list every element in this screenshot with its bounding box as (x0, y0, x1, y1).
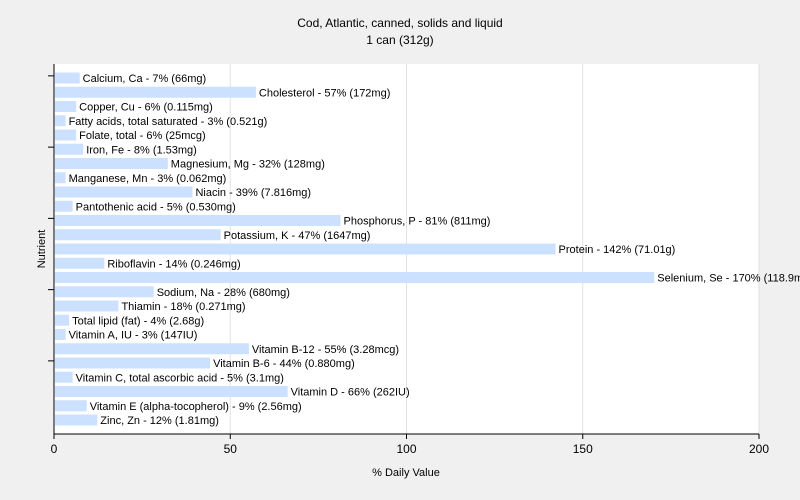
bar (55, 314, 70, 326)
bar-label: Vitamin B-6 - 44% (0.880mg) (213, 358, 355, 370)
bar (55, 371, 73, 383)
bar (55, 272, 655, 283)
bar-label: Vitamin D - 66% (262IU) (291, 387, 410, 399)
bar (55, 115, 66, 127)
axes (48, 64, 760, 439)
bar (55, 229, 221, 241)
bar-label: Iron, Fe - 8% (1.53mg) (86, 144, 197, 156)
bar (55, 414, 98, 426)
bar-label: Manganese, Mn - 3% (0.062mg) (69, 173, 227, 185)
bar (55, 172, 66, 184)
x-tick-label: 100 (396, 442, 416, 456)
bar (55, 200, 73, 212)
bar (55, 343, 249, 355)
bar-label: Fatty acids, total saturated - 3% (0.521… (69, 116, 268, 128)
bar (55, 386, 288, 397)
bar-label: Total lipid (fat) - 4% (2.68g) (72, 315, 204, 327)
bar-labels: Calcium, Ca - 7% (66mg) Cholesterol - 57%… (69, 73, 800, 427)
bar-label: Vitamin B-12 - 55% (3.28mcg) (252, 344, 399, 356)
bar (55, 158, 168, 169)
bar-label: Niacin - 39% (7.816mg) (195, 187, 311, 199)
bar-label: Thiamin - 18% (0.271mg) (121, 301, 245, 313)
x-tick-label: 50 (224, 442, 238, 456)
bar-label: Selenium, Se - 170% (118.9mcg) (657, 273, 800, 285)
bar-label: Copper, Cu - 6% (0.115mg) (79, 102, 213, 114)
bar-label: Pantothenic acid - 5% (0.530mg) (76, 201, 236, 213)
x-tick-label: 150 (573, 442, 593, 456)
bar-label: Riboflavin - 14% (0.246mg) (107, 258, 240, 270)
bar-label: Potassium, K - 47% (1647mg) (224, 230, 371, 242)
bar (55, 257, 105, 269)
bar (55, 357, 211, 369)
bar (55, 86, 256, 98)
bar (55, 72, 80, 84)
bar-label: Zinc, Zn - 12% (1.81mg) (100, 415, 219, 427)
bar (55, 286, 154, 298)
bar (55, 101, 77, 112)
x-axis-title: % Daily Value (372, 467, 440, 479)
y-axis-title: Nutrient (36, 230, 48, 269)
bar (55, 329, 66, 340)
bar (55, 400, 87, 412)
x-tick-labels: 0 50 100 150 200 (51, 442, 770, 456)
bar-label: Calcium, Ca - 7% (66mg) (83, 73, 206, 85)
bar (55, 243, 556, 255)
bar-label: Vitamin C, total ascorbic acid - 5% (3.1… (76, 372, 284, 384)
x-tick-label: 0 (51, 442, 58, 456)
bar (55, 129, 77, 141)
bar (55, 143, 84, 155)
x-tick-label: 200 (749, 442, 769, 456)
bar (55, 186, 193, 198)
bar-label: Folate, total - 6% (25mcg) (79, 130, 206, 142)
chart-title: Cod, Atlantic, canned, solids and liquid (297, 16, 502, 30)
chart-subtitle: 1 can (312g) (366, 33, 433, 47)
bar-label: Phosphorus, P - 81% (811mg) (344, 216, 491, 228)
bars (55, 72, 655, 426)
bar-label: Magnesium, Mg - 32% (128mg) (171, 159, 325, 171)
bar-label: Vitamin E (alpha-tocopherol) - 9% (2.56m… (90, 401, 302, 413)
bar (55, 215, 341, 226)
bar-label: Cholesterol - 57% (172mg) (259, 87, 390, 99)
bar-label: Vitamin A, IU - 3% (147IU) (69, 330, 198, 342)
bar-label: Protein - 142% (71.01g) (559, 244, 676, 256)
bar (55, 300, 119, 312)
bar-label: Sodium, Na - 28% (680mg) (157, 287, 290, 299)
